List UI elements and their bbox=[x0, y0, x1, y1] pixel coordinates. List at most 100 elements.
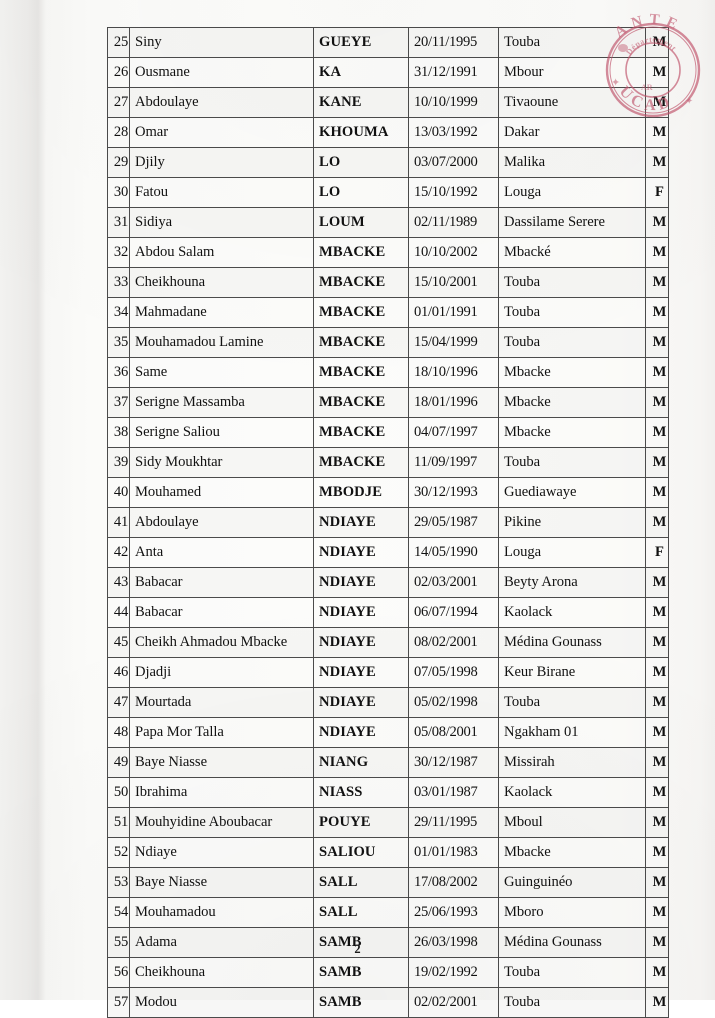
cell-birth-date: 25/06/1993 bbox=[408, 897, 499, 928]
cell-row-number: 44 bbox=[107, 597, 130, 628]
cell-birth-place: Pikine bbox=[498, 507, 646, 538]
roster-table-body: 25 Siny GUEYE 20/11/1995 Touba M 26 Ousmane KA 31… bbox=[107, 27, 669, 1018]
cell-birth-date: 05/02/1998 bbox=[408, 687, 499, 718]
cell-birth-place: Kaolack bbox=[498, 777, 646, 808]
cell-last-name: SALL bbox=[313, 897, 409, 928]
cell-birth-date: 15/10/2001 bbox=[408, 267, 499, 298]
cell-first-name: Siny bbox=[129, 27, 314, 58]
table-row: 52 Ndiaye SALIOU 01/01/1983 Mbacke M bbox=[107, 837, 669, 868]
cell-row-number: 29 bbox=[107, 147, 130, 178]
table-row: 46 Djadji NDIAYE 07/05/1998 Keur Birane M bbox=[107, 657, 669, 688]
cell-last-name: SAMB bbox=[313, 927, 409, 958]
cell-sex: M bbox=[645, 957, 669, 988]
cell-row-number: 39 bbox=[107, 447, 130, 478]
cell-row-number: 52 bbox=[107, 837, 130, 868]
table-row: 48 Papa Mor Talla NDIAYE 05/08/2001 Ngakham … bbox=[107, 717, 669, 748]
table-row: 50 Ibrahima NIASS 03/01/1987 Kaolack M bbox=[107, 777, 669, 808]
cell-first-name: Djadji bbox=[129, 657, 314, 688]
cell-first-name: Cheikh Ahmadou Mbacke bbox=[129, 627, 314, 658]
cell-birth-place: Touba bbox=[498, 987, 646, 1018]
cell-birth-date: 31/12/1991 bbox=[408, 57, 499, 88]
cell-birth-date: 18/01/1996 bbox=[408, 387, 499, 418]
cell-birth-place: Louga bbox=[498, 537, 646, 568]
cell-birth-place: Keur Birane bbox=[498, 657, 646, 688]
cell-row-number: 47 bbox=[107, 687, 130, 718]
cell-row-number: 38 bbox=[107, 417, 130, 448]
cell-last-name: MBACKE bbox=[313, 417, 409, 448]
cell-sex: M bbox=[645, 627, 669, 658]
cell-row-number: 46 bbox=[107, 657, 130, 688]
table-row: 36 Same MBACKE 18/10/1996 Mbacke M bbox=[107, 357, 669, 388]
cell-first-name: Abdou Salam bbox=[129, 237, 314, 268]
table-row: 31 Sidiya LOUM 02/11/1989 Dassilame Serere M bbox=[107, 207, 669, 238]
cell-sex: M bbox=[645, 117, 669, 148]
cell-first-name: Serigne Massamba bbox=[129, 387, 314, 418]
cell-birth-date: 01/01/1983 bbox=[408, 837, 499, 868]
cell-sex: M bbox=[645, 837, 669, 868]
cell-last-name: POUYE bbox=[313, 807, 409, 838]
cell-birth-date: 29/11/1995 bbox=[408, 807, 499, 838]
cell-last-name: KANE bbox=[313, 87, 409, 118]
cell-birth-place: Mbacke bbox=[498, 357, 646, 388]
cell-sex: M bbox=[645, 87, 669, 118]
cell-birth-date: 02/02/2001 bbox=[408, 987, 499, 1018]
cell-birth-place: Mbacké bbox=[498, 237, 646, 268]
cell-birth-date: 15/10/1992 bbox=[408, 177, 499, 208]
table-row: 55 Adama SAMB 26/03/1998 Médina Gounass M bbox=[107, 927, 669, 958]
cell-row-number: 33 bbox=[107, 267, 130, 298]
cell-birth-date: 03/01/1987 bbox=[408, 777, 499, 808]
cell-row-number: 43 bbox=[107, 567, 130, 598]
cell-sex: M bbox=[645, 597, 669, 628]
table-row: 56 Cheikhouna SAMB 19/02/1992 Touba M bbox=[107, 957, 669, 988]
cell-birth-place: Missirah bbox=[498, 747, 646, 778]
table-row: 53 Baye Niasse SALL 17/08/2002 Guinguinéo M bbox=[107, 867, 669, 898]
cell-last-name: LO bbox=[313, 147, 409, 178]
cell-sex: M bbox=[645, 207, 669, 238]
cell-sex: M bbox=[645, 57, 669, 88]
cell-last-name: MBACKE bbox=[313, 357, 409, 388]
cell-birth-date: 10/10/1999 bbox=[408, 87, 499, 118]
cell-sex: M bbox=[645, 237, 669, 268]
cell-row-number: 56 bbox=[107, 957, 130, 988]
table-row: 30 Fatou LO 15/10/1992 Louga F bbox=[107, 177, 669, 208]
cell-sex: F bbox=[645, 177, 669, 208]
cell-row-number: 32 bbox=[107, 237, 130, 268]
candidate-roster-table: 25 Siny GUEYE 20/11/1995 Touba M 26 Ousmane KA 31… bbox=[107, 27, 669, 1018]
cell-last-name: MBACKE bbox=[313, 447, 409, 478]
cell-last-name: NDIAYE bbox=[313, 657, 409, 688]
table-row: 43 Babacar NDIAYE 02/03/2001 Beyty Arona M bbox=[107, 567, 669, 598]
cell-last-name: SAMB bbox=[313, 957, 409, 988]
cell-first-name: Mouhamed bbox=[129, 477, 314, 508]
cell-birth-date: 11/09/1997 bbox=[408, 447, 499, 478]
table-row: 45 Cheikh Ahmadou Mbacke NDIAYE 08/02/2001 M… bbox=[107, 627, 669, 658]
cell-birth-date: 01/01/1991 bbox=[408, 297, 499, 328]
table-row: 41 Abdoulaye NDIAYE 29/05/1987 Pikine M bbox=[107, 507, 669, 538]
cell-row-number: 55 bbox=[107, 927, 130, 958]
cell-last-name: MBACKE bbox=[313, 387, 409, 418]
cell-sex: M bbox=[645, 387, 669, 418]
cell-birth-place: Dassilame Serere bbox=[498, 207, 646, 238]
cell-row-number: 53 bbox=[107, 867, 130, 898]
table-row: 29 Djily LO 03/07/2000 Malika M bbox=[107, 147, 669, 178]
cell-birth-date: 03/07/2000 bbox=[408, 147, 499, 178]
cell-first-name: Sidiya bbox=[129, 207, 314, 238]
cell-row-number: 50 bbox=[107, 777, 130, 808]
cell-birth-date: 14/05/1990 bbox=[408, 537, 499, 568]
table-row: 28 Omar KHOUMA 13/03/1992 Dakar M bbox=[107, 117, 669, 148]
cell-row-number: 40 bbox=[107, 477, 130, 508]
cell-row-number: 54 bbox=[107, 897, 130, 928]
table-row: 26 Ousmane KA 31/12/1991 Mbour M bbox=[107, 57, 669, 88]
cell-last-name: GUEYE bbox=[313, 27, 409, 58]
cell-row-number: 30 bbox=[107, 177, 130, 208]
cell-sex: M bbox=[645, 357, 669, 388]
cell-birth-date: 04/07/1997 bbox=[408, 417, 499, 448]
cell-sex: M bbox=[645, 747, 669, 778]
cell-birth-place: Mboul bbox=[498, 807, 646, 838]
cell-last-name: LO bbox=[313, 177, 409, 208]
cell-birth-place: Dakar bbox=[498, 117, 646, 148]
cell-birth-place: Touba bbox=[498, 297, 646, 328]
cell-sex: M bbox=[645, 777, 669, 808]
table-row: 37 Serigne Massamba MBACKE 18/01/1996 Mbacke… bbox=[107, 387, 669, 418]
cell-birth-place: Mbacke bbox=[498, 387, 646, 418]
